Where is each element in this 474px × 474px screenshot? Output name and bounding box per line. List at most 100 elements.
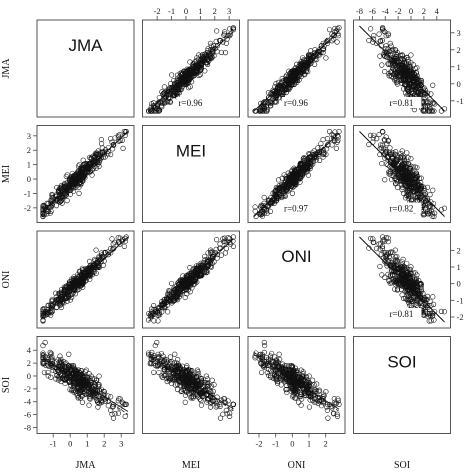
data-point bbox=[67, 386, 73, 393]
data-point bbox=[120, 145, 126, 151]
data-point bbox=[393, 157, 399, 163]
data-point bbox=[172, 382, 178, 388]
data-point bbox=[63, 192, 70, 198]
data-point bbox=[428, 91, 434, 97]
data-point bbox=[96, 163, 102, 169]
data-point bbox=[272, 93, 278, 99]
data-point bbox=[222, 29, 228, 35]
data-point bbox=[55, 298, 61, 304]
data-point bbox=[387, 171, 393, 177]
data-point bbox=[299, 170, 306, 177]
data-point bbox=[165, 309, 171, 315]
data-point bbox=[156, 369, 162, 376]
data-point bbox=[329, 38, 335, 44]
data-point bbox=[44, 355, 50, 361]
data-point bbox=[394, 280, 400, 286]
data-point bbox=[427, 108, 433, 114]
data-point bbox=[195, 369, 201, 375]
data-point bbox=[116, 239, 122, 245]
data-point bbox=[171, 370, 177, 376]
data-point bbox=[170, 84, 176, 90]
data-point bbox=[385, 154, 392, 161]
fit-line-dashed bbox=[42, 131, 129, 213]
data-point bbox=[413, 286, 419, 292]
data-point bbox=[201, 268, 207, 274]
data-point bbox=[407, 266, 413, 273]
data-point bbox=[40, 308, 46, 314]
data-point bbox=[66, 365, 72, 372]
data-point bbox=[207, 40, 214, 46]
correlation-label-bg bbox=[387, 202, 422, 214]
data-point bbox=[45, 362, 51, 368]
data-point bbox=[69, 170, 75, 177]
data-point bbox=[400, 62, 406, 68]
data-point bbox=[70, 289, 77, 296]
data-point bbox=[63, 287, 69, 293]
data-point bbox=[49, 308, 55, 314]
data-point bbox=[287, 178, 293, 184]
data-point bbox=[227, 33, 233, 39]
data-point bbox=[202, 68, 208, 74]
data-point bbox=[397, 69, 403, 75]
data-point bbox=[198, 62, 205, 68]
data-point bbox=[172, 351, 178, 357]
data-point bbox=[421, 312, 427, 318]
data-point bbox=[62, 368, 68, 374]
data-point bbox=[115, 239, 121, 245]
data-point bbox=[204, 269, 210, 275]
fit-line-solid bbox=[148, 31, 234, 112]
data-point bbox=[378, 145, 384, 151]
data-point bbox=[86, 154, 93, 161]
data-point bbox=[203, 268, 210, 274]
data-point bbox=[207, 404, 214, 410]
data-point bbox=[397, 52, 404, 58]
data-point bbox=[187, 84, 193, 90]
data-point bbox=[285, 80, 292, 87]
data-point bbox=[412, 270, 418, 276]
data-point bbox=[408, 52, 414, 58]
data-point bbox=[371, 132, 377, 138]
data-point bbox=[335, 137, 341, 144]
data-point bbox=[394, 269, 400, 275]
data-point bbox=[278, 382, 284, 388]
data-point bbox=[86, 402, 92, 408]
data-point bbox=[161, 84, 167, 90]
data-point bbox=[48, 312, 54, 318]
data-point bbox=[108, 245, 114, 252]
data-point bbox=[214, 28, 220, 34]
data-point bbox=[150, 303, 157, 309]
data-point bbox=[175, 377, 182, 383]
data-point bbox=[431, 213, 437, 220]
data-point bbox=[381, 237, 387, 243]
data-point bbox=[117, 235, 123, 241]
data-point bbox=[430, 187, 436, 193]
data-point bbox=[176, 365, 182, 372]
data-point bbox=[45, 208, 51, 215]
data-point bbox=[401, 164, 407, 171]
data-point bbox=[122, 132, 128, 138]
data-point bbox=[211, 53, 217, 59]
data-point bbox=[397, 154, 404, 160]
data-point bbox=[397, 169, 403, 176]
data-point bbox=[221, 235, 228, 241]
data-point bbox=[93, 165, 99, 171]
data-point bbox=[198, 272, 205, 278]
data-point bbox=[294, 367, 300, 374]
data-point bbox=[323, 55, 329, 61]
data-point bbox=[387, 40, 393, 46]
data-point bbox=[291, 170, 297, 176]
data-point bbox=[416, 78, 423, 85]
data-point bbox=[392, 258, 398, 264]
data-point bbox=[164, 98, 170, 104]
data-point bbox=[200, 394, 206, 400]
data-point bbox=[115, 132, 121, 138]
data-point bbox=[155, 351, 161, 357]
data-point bbox=[121, 128, 127, 135]
data-point bbox=[160, 353, 166, 359]
data-point bbox=[218, 252, 224, 258]
panel-SOI-vs-JMA bbox=[36, 336, 135, 434]
data-point bbox=[301, 68, 307, 74]
data-point bbox=[412, 65, 418, 72]
data-point bbox=[371, 33, 377, 39]
data-point bbox=[383, 249, 389, 256]
